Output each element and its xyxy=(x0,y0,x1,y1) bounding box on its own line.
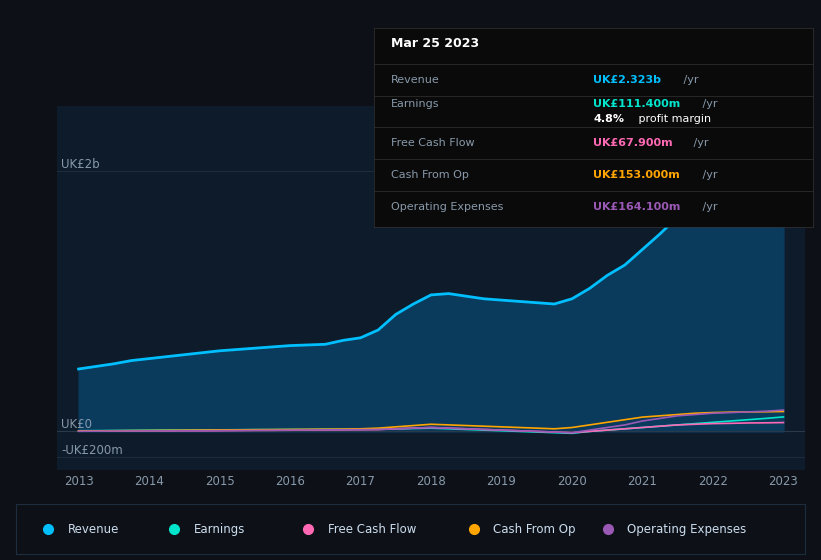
Text: Mar 25 2023: Mar 25 2023 xyxy=(391,37,479,50)
Text: Cash From Op: Cash From Op xyxy=(493,522,576,536)
Text: UK£67.900m: UK£67.900m xyxy=(594,138,672,148)
Text: Revenue: Revenue xyxy=(391,74,440,85)
Text: profit margin: profit margin xyxy=(635,114,711,124)
Text: UK£111.400m: UK£111.400m xyxy=(594,99,681,109)
Text: Earnings: Earnings xyxy=(194,522,245,536)
Text: Operating Expenses: Operating Expenses xyxy=(391,202,503,212)
Text: Earnings: Earnings xyxy=(391,99,439,109)
Text: /yr: /yr xyxy=(690,138,709,148)
Text: Operating Expenses: Operating Expenses xyxy=(627,522,746,536)
Text: UK£0: UK£0 xyxy=(61,418,92,431)
Text: Free Cash Flow: Free Cash Flow xyxy=(328,522,416,536)
Text: UK£153.000m: UK£153.000m xyxy=(594,170,680,180)
Text: /yr: /yr xyxy=(680,74,699,85)
Text: Free Cash Flow: Free Cash Flow xyxy=(391,138,475,148)
Text: UK£2.323b: UK£2.323b xyxy=(594,74,661,85)
Text: /yr: /yr xyxy=(699,99,718,109)
Text: /yr: /yr xyxy=(699,170,718,180)
Text: 4.8%: 4.8% xyxy=(594,114,624,124)
Text: UK£2b: UK£2b xyxy=(61,158,99,171)
Text: Revenue: Revenue xyxy=(67,522,119,536)
Text: -UK£200m: -UK£200m xyxy=(61,445,123,458)
Text: Cash From Op: Cash From Op xyxy=(391,170,469,180)
Text: /yr: /yr xyxy=(699,202,718,212)
Text: UK£164.100m: UK£164.100m xyxy=(594,202,681,212)
